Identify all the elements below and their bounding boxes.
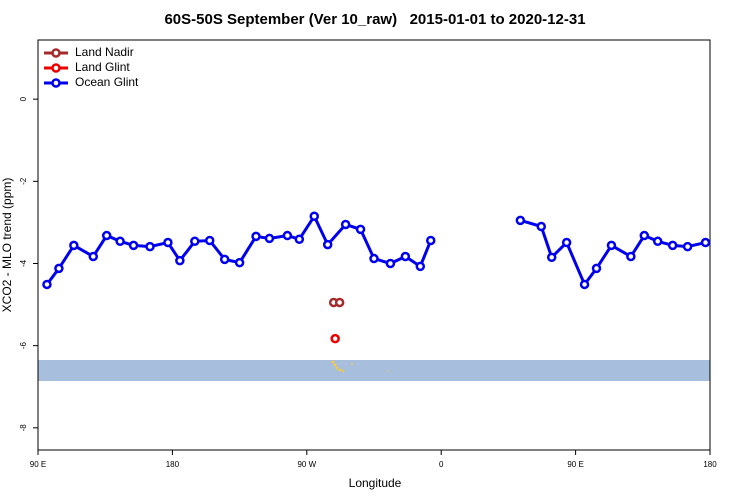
point (115, 236, 125, 247)
point (294, 234, 305, 244)
point (700, 237, 711, 248)
point (128, 240, 139, 251)
point (334, 297, 345, 308)
x-tick-label: 90 E (30, 460, 46, 469)
point (682, 241, 693, 252)
point (251, 231, 261, 242)
point (54, 263, 64, 274)
land-dots (331, 360, 389, 373)
point (561, 237, 572, 248)
point (639, 230, 650, 241)
y-tick-label: -4 (19, 259, 28, 267)
plot-frame (37, 39, 711, 451)
legend-marker (51, 63, 61, 73)
point (546, 252, 557, 263)
point (204, 235, 215, 246)
latitude-band (38, 360, 710, 381)
x-tick-label: 90 E (567, 460, 583, 469)
point (309, 211, 320, 221)
point (282, 230, 293, 241)
point (322, 239, 333, 250)
point (330, 333, 340, 344)
point (385, 258, 396, 269)
point (626, 251, 636, 262)
point (425, 235, 436, 246)
point (264, 233, 275, 244)
point (579, 279, 590, 290)
chart-title: 60S-50S September (Ver 10_raw) 2015-01-0… (164, 11, 585, 28)
legend-marker (51, 78, 61, 88)
point (400, 251, 411, 262)
point (667, 240, 678, 251)
point (652, 236, 663, 247)
point (145, 241, 155, 252)
legend-label: Ocean Glint (75, 75, 139, 89)
point (234, 257, 245, 268)
legend-label: Land Nadir (75, 45, 134, 59)
legend-marker (51, 48, 61, 58)
point (536, 221, 547, 232)
x-tick-label: 90 W (297, 460, 316, 469)
point (219, 254, 230, 265)
point (175, 255, 185, 266)
point (101, 230, 112, 241)
point (415, 261, 426, 272)
point (190, 236, 200, 247)
point (591, 263, 602, 274)
legend-label: Land Glint (75, 60, 130, 74)
y-tick-label: 0 (19, 96, 28, 101)
x-tick-label: 0 (439, 460, 444, 469)
point (355, 224, 366, 235)
point (515, 215, 526, 226)
point (340, 219, 351, 230)
y-tick-label: -6 (19, 342, 28, 350)
y-tick-label: -2 (19, 177, 28, 185)
point (369, 253, 379, 264)
point (606, 240, 617, 251)
point (42, 279, 52, 290)
x-axis-label: Longitude (349, 476, 402, 490)
y-axis-label: XCO2 - MLO trend (ppm) (0, 178, 14, 313)
series-line (45, 213, 706, 288)
x-tick-label: 180 (703, 460, 717, 469)
point (69, 240, 79, 251)
y-tick-label: -8 (19, 424, 28, 432)
x-tick-label: 180 (166, 460, 180, 469)
point (88, 251, 99, 262)
point (163, 237, 173, 248)
